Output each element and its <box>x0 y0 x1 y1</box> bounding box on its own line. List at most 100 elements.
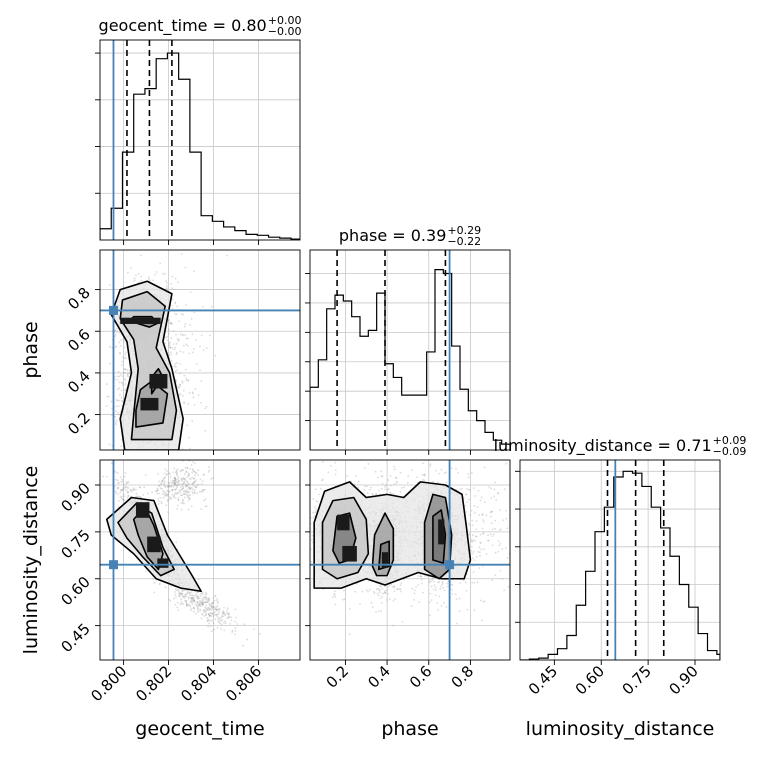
sample-point <box>144 245 146 247</box>
hist-content <box>100 40 300 240</box>
sample-point <box>190 291 192 294</box>
sample-point <box>137 272 140 275</box>
sample-point <box>186 424 188 427</box>
sample-point <box>126 372 129 375</box>
sample-point <box>202 474 205 477</box>
sample-point <box>219 616 222 619</box>
sample-point <box>199 608 202 611</box>
sample-point <box>183 473 186 476</box>
sample-point <box>183 401 185 404</box>
sample-point <box>202 489 205 491</box>
sample-point <box>191 488 194 491</box>
sample-point <box>122 488 125 491</box>
sample-point <box>165 280 167 282</box>
sample-point <box>120 397 123 399</box>
sample-point <box>205 607 208 610</box>
sample-point <box>195 596 198 599</box>
sample-point <box>192 610 195 613</box>
sample-point <box>188 392 191 394</box>
sample-point <box>192 461 195 463</box>
sample-point <box>164 486 167 488</box>
sample-point <box>174 478 177 481</box>
sample-point <box>176 601 179 604</box>
y-tick-label: 0.2 <box>64 409 94 439</box>
sample-point <box>136 495 139 498</box>
sample-point <box>121 244 123 246</box>
sample-point <box>155 490 158 493</box>
sample-point <box>199 369 201 372</box>
sample-point <box>190 505 193 508</box>
sample-point <box>180 592 183 595</box>
sample-point <box>171 307 174 310</box>
sample-point <box>127 452 129 454</box>
sample-point <box>172 485 175 488</box>
sample-point <box>191 471 194 474</box>
sample-point <box>178 591 181 594</box>
sample-point <box>189 487 192 490</box>
sample-point <box>126 271 129 274</box>
sample-point <box>205 592 208 595</box>
sample-point <box>123 346 126 349</box>
sample-point <box>224 614 226 617</box>
sample-point <box>118 341 121 344</box>
sample-point <box>310 560 313 563</box>
sample-point <box>198 604 201 607</box>
sample-point <box>178 592 181 595</box>
sample-point <box>157 502 160 505</box>
sample-point <box>217 613 220 615</box>
sample-point <box>170 323 173 325</box>
sample-point <box>165 504 168 507</box>
sample-point <box>165 336 167 339</box>
sample-point <box>197 596 199 599</box>
sample-point <box>202 603 204 605</box>
sample-point <box>183 374 186 377</box>
sample-point <box>109 345 111 348</box>
sample-point <box>192 477 195 480</box>
sample-point <box>180 469 183 472</box>
sample-point <box>128 372 131 375</box>
sample-point <box>169 476 172 478</box>
sample-point <box>120 488 123 491</box>
sample-point <box>191 469 194 472</box>
sample-point <box>119 496 122 498</box>
sample-point <box>189 323 191 326</box>
sample-point <box>164 342 167 344</box>
sample-point <box>214 354 217 357</box>
sample-point <box>199 345 201 348</box>
sample-point <box>187 496 190 499</box>
sample-point <box>204 505 207 508</box>
sample-point <box>167 484 170 487</box>
sample-point <box>123 340 125 343</box>
sample-point <box>229 622 231 625</box>
sample-point <box>183 477 186 480</box>
sample-point <box>174 363 177 365</box>
sample-point <box>123 377 126 380</box>
sample-point <box>203 499 205 502</box>
sample-point <box>164 288 167 290</box>
sample-point <box>147 278 150 280</box>
sample-point <box>120 389 123 392</box>
sample-point <box>216 602 219 604</box>
sample-point <box>179 383 182 386</box>
sample-point <box>177 588 180 591</box>
sample-point <box>120 497 123 500</box>
sample-point <box>122 487 125 490</box>
sample-point <box>186 485 189 488</box>
sample-point <box>124 389 127 392</box>
sample-point <box>191 481 194 484</box>
sample-point <box>169 321 172 324</box>
sample-point <box>130 490 133 493</box>
sample-point <box>184 325 186 328</box>
sample-point <box>105 383 108 385</box>
sample-point <box>213 599 216 602</box>
sample-point <box>166 473 168 476</box>
sample-point <box>219 608 221 611</box>
sample-point <box>133 277 136 280</box>
sample-point <box>190 464 193 466</box>
hist-content <box>310 250 510 450</box>
sample-point <box>121 489 124 492</box>
sample-point <box>212 477 214 480</box>
sample-point <box>147 276 150 279</box>
sample-point <box>126 486 129 489</box>
sample-point <box>181 593 184 595</box>
